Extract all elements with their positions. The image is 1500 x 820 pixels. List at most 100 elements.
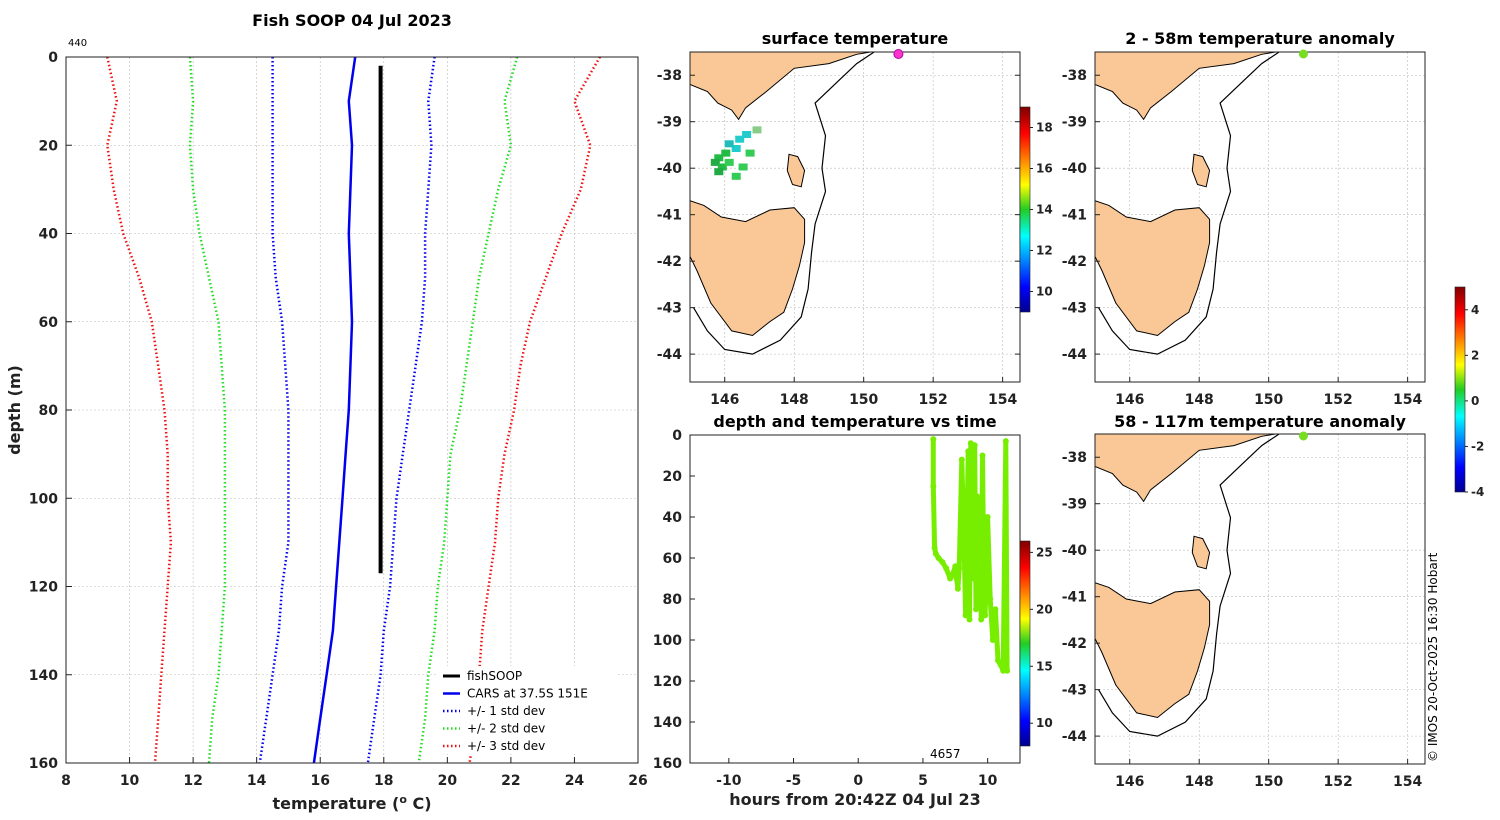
map-land-flinders-island (1191, 535, 1211, 570)
timeseries-y-tick-label: 20 (663, 469, 683, 485)
map-axes-frame (1094, 433, 1426, 765)
map-x-tick-label: 152 (1324, 774, 1353, 790)
profile-legend: fishSOOP CARS at 37.5S 151E +/- 1 std dev +… (437, 666, 617, 754)
map-x-tick-label: 148 (1185, 774, 1214, 790)
legend-label: CARS at 37.5S 151E (467, 687, 588, 701)
timeseries-point (966, 616, 973, 623)
map-x-tick-label: 150 (849, 392, 878, 408)
surface-colorbar-tick-label: 18 (1036, 121, 1053, 135)
timeseries-annotation: 4657 (930, 747, 961, 761)
timeseries-point (980, 575, 987, 582)
profile-y-tick-label: 40 (39, 227, 59, 243)
map-position-marker (1298, 431, 1308, 441)
profile-series-line (312, 56, 357, 764)
timeseries-point (982, 612, 989, 619)
timeseries-point (987, 596, 994, 602)
timeseries-panel: depth and temperature vs time -10 -5 0 5 10 … (653, 412, 1053, 809)
timeseries-point (943, 565, 950, 572)
profile-x-tick-label: 14 (247, 773, 267, 789)
timeseries-point (930, 483, 937, 490)
anomaly-colorbar-ticks: 4 2 0 -2 -4 (1465, 303, 1484, 499)
map-clip-group (690, 52, 875, 355)
map-y-tick-label: -44 (1062, 347, 1088, 363)
map-y-tick-label: -42 (1062, 254, 1087, 270)
timeseries-x-tick-label: -5 (786, 773, 802, 789)
map-land-flinders-island (1191, 153, 1211, 188)
sst-data-cell (717, 163, 727, 171)
surface-colorbar (1019, 106, 1031, 313)
map-shelf-contour (1097, 434, 1280, 737)
timeseries-colorbar-tick-label: 10 (1036, 716, 1053, 730)
profile-ylabel: depth (m) (5, 365, 24, 455)
map-y-tick-label: -40 (657, 161, 683, 177)
profile-x-tick-label: 8 (61, 773, 71, 789)
map-land-flinders-island (786, 153, 806, 188)
map-x-tick-label: 148 (780, 392, 809, 408)
map-y-tick-label: -40 (1062, 543, 1088, 559)
timeseries-colorbar-tick-label: 20 (1036, 602, 1053, 616)
timeseries-colorbar (1019, 540, 1031, 747)
map-axes-frame (1094, 51, 1426, 383)
timeseries-y-tick-label: 120 (653, 674, 682, 690)
map-land-victoria (1095, 52, 1276, 121)
map-y-tick-label: -39 (1062, 115, 1087, 131)
sst-data-cell (731, 145, 741, 152)
sst-data-cell (745, 149, 755, 157)
anomaly-map-2-panel: 58 - 117m temperature anomaly 146 148 150 1… (1062, 412, 1426, 790)
timeseries-point (984, 514, 991, 520)
timeseries-point (953, 575, 960, 582)
anomaly-map-1-title: 2 - 58m temperature anomaly (1125, 29, 1395, 48)
profile-title: Fish SOOP 04 Jul 2023 (252, 11, 452, 30)
profile-y-tick-label: 60 (39, 315, 59, 331)
timeseries-point (997, 661, 1004, 668)
profile-corner-label: 440 (68, 38, 87, 49)
map-x-tick-label: 146 (1115, 392, 1144, 408)
timeseries-point (970, 575, 977, 582)
timeseries-point (935, 555, 942, 561)
surface-colorbar-tick-label: 10 (1036, 285, 1053, 299)
map-y-tick-label: -38 (1062, 68, 1087, 84)
sst-data-cell (731, 172, 741, 180)
timeseries-y-tick-label: 80 (663, 592, 683, 608)
timeseries-point (969, 514, 976, 520)
timeseries-point (930, 436, 937, 443)
timeseries-point (992, 606, 999, 613)
map-y-tick-label: -40 (1062, 161, 1088, 177)
timeseries-point (1004, 667, 1011, 674)
profile-panel: Fish SOOP 04 Jul 2023 440 8 10 12 14 16 18 20 2… (5, 11, 648, 813)
sst-data-cell (724, 158, 734, 166)
sst-data-cell (721, 149, 731, 157)
timeseries-point (974, 493, 981, 500)
surface-map-title: surface temperature (762, 29, 949, 48)
surface-map-panel: surface temperature 146 148 150 152 154 -38 -3… (657, 29, 1053, 408)
profile-y-tick-label: 0 (48, 50, 58, 66)
anomaly-colorbar-tick-label: 2 (1471, 348, 1479, 362)
anomaly-colorbar-tick-label: -2 (1471, 439, 1484, 453)
anomaly-map-2-title: 58 - 117m temperature anomaly (1114, 412, 1406, 431)
sst-data-cell (710, 158, 720, 166)
timeseries-x-ticks: -10 -5 0 5 10 (716, 758, 998, 789)
map-y-tick-label: -38 (657, 68, 682, 84)
profile-series-line (417, 56, 519, 764)
map-position-marker (1298, 49, 1308, 59)
timeseries-point (963, 534, 970, 541)
sst-data-cell (735, 135, 745, 143)
timeseries-point (954, 585, 961, 592)
timeseries-point (961, 555, 968, 561)
anomaly-colorbar-tick-label: 0 (1471, 394, 1479, 408)
map-x-tick-label: 150 (1254, 774, 1283, 790)
map-x-tick-label: 154 (1393, 392, 1422, 408)
profile-x-tick-label: 22 (501, 773, 520, 789)
profile-y-ticks: 0 20 40 60 80 100 120 140 160 (29, 50, 72, 772)
profile-y-tick-label: 140 (29, 668, 58, 684)
map-y-tick-label: -42 (1062, 636, 1087, 652)
timeseries-point (978, 616, 985, 623)
timeseries-colorbar-ticks: 10 15 20 25 (1030, 545, 1053, 730)
profile-x-tick-label: 16 (310, 773, 329, 789)
map-clip-group (1095, 52, 1280, 355)
map-land-victoria (1095, 434, 1276, 503)
anomaly-map-1: 146 148 150 152 154 -38 -39 -40 -41 -42 -43 -44 (1062, 49, 1426, 408)
timeseries-point (971, 442, 978, 449)
timeseries-point (1002, 438, 1009, 445)
